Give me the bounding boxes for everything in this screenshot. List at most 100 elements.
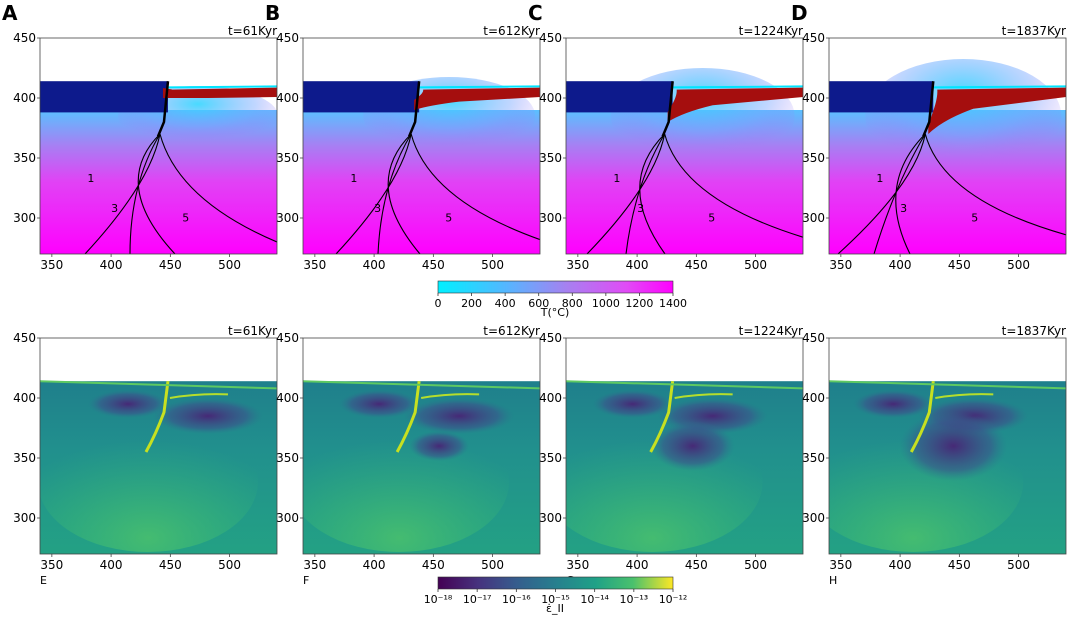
- colorbar-tick-label: 0: [435, 297, 442, 310]
- colorbar-tick-label: 600: [528, 297, 549, 310]
- x-tick-label: 450: [159, 258, 182, 272]
- x-tick-label: 450: [948, 258, 971, 272]
- x-tick-label: 500: [1007, 258, 1030, 272]
- overriding-plate: [40, 81, 168, 113]
- colorbar-tick-label: 200: [461, 297, 482, 310]
- colorbar-tick-label: 1000: [592, 297, 620, 310]
- x-tick-label: 400: [363, 258, 386, 272]
- x-tick-label: 450: [685, 258, 708, 272]
- weak-zone: [661, 81, 674, 137]
- temperature-colorbar-bar: [437, 280, 674, 294]
- strain-colorbar-bar: [437, 576, 674, 590]
- x-tick-label: 500: [481, 558, 504, 572]
- shear-zone: [395, 381, 421, 453]
- x-tick-label: 350: [303, 558, 326, 572]
- y-tick-label: 350: [13, 451, 36, 465]
- strain-colorbar-label: ε̇_II: [546, 602, 564, 615]
- isotherm-label: 5: [708, 212, 715, 225]
- panel-frame: [302, 337, 541, 555]
- colorbar-tick-label: 1200: [625, 297, 653, 310]
- x-tick-label: 500: [744, 258, 767, 272]
- subducting-plate: [928, 87, 1066, 134]
- panel-letter: D: [791, 1, 808, 25]
- y-tick-label: 400: [802, 391, 825, 405]
- temperature-colorbar: 0 200 400 600 800 1000 1200 1400 T(°C): [435, 280, 687, 319]
- y-tick-label: 300: [13, 211, 36, 225]
- panel-sub-letter: E: [40, 574, 47, 587]
- x-tick-label: 350: [829, 558, 852, 572]
- y-tick-label: 450: [13, 31, 36, 45]
- panel-d: 5 3 1 t=1837Kyr D 450 400 350 300 350 400 450 500: [791, 1, 1067, 272]
- shear-zone: [144, 381, 170, 453]
- time-label: t=61Kyr: [228, 24, 277, 38]
- y-tick-label: 300: [802, 511, 825, 525]
- time-label: t=1224Kyr: [739, 24, 803, 38]
- y-tick-label: 450: [802, 31, 825, 45]
- panel-sub-letter: H: [829, 574, 837, 587]
- shear-zone: [909, 381, 935, 453]
- y-tick-label: 300: [13, 511, 36, 525]
- colorbar-tick-label: 10⁻¹⁷: [463, 593, 492, 606]
- y-tick-label: 300: [539, 211, 562, 225]
- isotherm-label: 1: [876, 172, 883, 185]
- slab-interface: [935, 393, 994, 399]
- y-tick-label: 400: [539, 91, 562, 105]
- colorbar-tick-label: 10⁻¹⁶: [502, 593, 531, 606]
- x-tick-label: 350: [40, 258, 63, 272]
- isotherm: [387, 133, 421, 254]
- colorbar-tick-label: 1400: [659, 297, 687, 310]
- time-label: t=612Kyr: [483, 324, 540, 338]
- panel-frame: [39, 37, 278, 255]
- y-tick-label: 350: [276, 451, 299, 465]
- isotherm-label: 1: [350, 172, 357, 185]
- x-tick-label: 350: [303, 258, 326, 272]
- y-tick-label: 450: [539, 331, 562, 345]
- x-tick-label: 450: [948, 558, 971, 572]
- isotherm: [664, 133, 803, 238]
- x-tick-label: 400: [889, 558, 912, 572]
- isotherm-label: 5: [971, 212, 978, 225]
- x-tick-label: 400: [626, 558, 649, 572]
- y-tick-label: 400: [276, 91, 299, 105]
- overriding-plate: [829, 81, 934, 113]
- panel-sub-letter: F: [303, 574, 309, 587]
- isotherm: [873, 133, 926, 254]
- y-tick-label: 400: [539, 391, 562, 405]
- slab-interface: [420, 393, 480, 399]
- x-tick-label: 500: [1007, 558, 1030, 572]
- weak-zone: [407, 81, 421, 137]
- isotherm: [335, 133, 412, 254]
- panel-frame: [39, 337, 278, 555]
- x-tick-label: 450: [422, 258, 445, 272]
- y-tick-label: 450: [802, 331, 825, 345]
- x-tick-label: 400: [363, 558, 386, 572]
- x-tick-label: 500: [218, 558, 241, 572]
- x-tick-label: 500: [481, 258, 504, 272]
- panel-frame: [828, 337, 1067, 555]
- isotherm-label: 3: [900, 202, 907, 215]
- x-tick-label: 400: [100, 558, 123, 572]
- time-label: t=612Kyr: [483, 24, 540, 38]
- colorbar-tick-label: 10⁻¹⁸: [424, 593, 453, 606]
- y-tick-label: 350: [539, 151, 562, 165]
- isotherm: [159, 133, 277, 243]
- subducting-plate: [162, 87, 277, 98]
- x-tick-label: 450: [685, 558, 708, 572]
- panel-b: 5 3 1 t=612Kyr B 450 400 350 300 350 400 450 500: [265, 1, 541, 272]
- panel-frame: [302, 37, 541, 255]
- panel-letter: C: [528, 1, 543, 25]
- colorbar-tick-label: 800: [562, 297, 583, 310]
- colorbar-tick-label: 10⁻¹⁵: [541, 593, 570, 606]
- panel-frame: [828, 37, 1067, 255]
- y-tick-label: 400: [13, 91, 36, 105]
- y-tick-label: 400: [276, 391, 299, 405]
- y-tick-label: 350: [802, 451, 825, 465]
- y-tick-label: 300: [276, 511, 299, 525]
- x-tick-label: 400: [626, 258, 649, 272]
- time-label: t=1224Kyr: [739, 324, 803, 338]
- isotherm: [837, 133, 926, 254]
- panel-a: 5 3 1 t=61Kyr A 450 400 350 300 350 400 450 500: [2, 1, 278, 272]
- weak-zone: [922, 81, 935, 137]
